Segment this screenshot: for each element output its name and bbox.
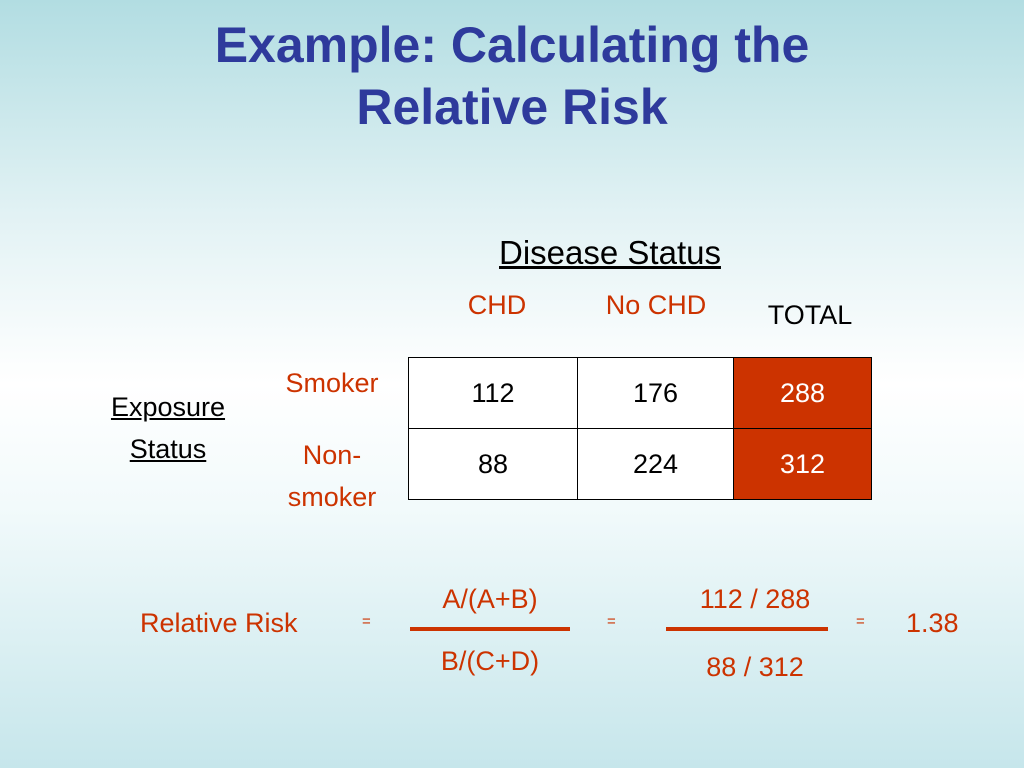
table-row-nonsmoker: 88 224 312 — [408, 428, 872, 500]
values-numerator: 112 / 288 — [699, 584, 811, 614]
exposure-line-1: Exposure — [110, 392, 226, 422]
values-denominator: 88 / 312 — [706, 652, 804, 682]
slide-title: Example: Calculating the Relative Risk — [0, 14, 1024, 138]
formula-denominator: B/(C+D) — [440, 646, 540, 676]
formula-numerator: A/(A+B) — [442, 584, 538, 614]
equals-sign-3: = — [856, 613, 865, 630]
equals-sign-2: = — [607, 613, 616, 630]
column-header-total: TOTAL — [767, 300, 853, 330]
title-line-1: Example: Calculating the — [214, 17, 810, 73]
fraction-bar-2 — [666, 627, 828, 631]
column-header-no-chd: No CHD — [605, 290, 707, 320]
title-line-2: Relative Risk — [356, 79, 668, 135]
cell-nonsmoker-no-chd: 224 — [577, 428, 734, 500]
exposure-status-label: Exposure Status — [80, 386, 256, 470]
row-header-nonsmoker: Non- smoker — [262, 434, 402, 518]
cell-smoker-no-chd: 176 — [577, 357, 734, 429]
contingency-table: 112 176 288 88 224 312 — [408, 357, 872, 500]
row-header-nonsmoker-line-1: Non- — [302, 440, 362, 470]
cell-nonsmoker-chd: 88 — [408, 428, 578, 500]
table-row-smoker: 112 176 288 — [408, 357, 872, 429]
row-header-smoker: Smoker — [285, 368, 379, 398]
cell-smoker-chd: 112 — [408, 357, 578, 429]
column-header-chd: CHD — [467, 290, 527, 320]
row-header-nonsmoker-line-2: smoker — [287, 482, 377, 512]
relative-risk-label: Relative Risk — [140, 608, 298, 638]
relative-risk-result: 1.38 — [906, 608, 959, 638]
equals-sign-1: = — [362, 613, 371, 630]
cell-smoker-total: 288 — [733, 357, 872, 429]
disease-status-header: Disease Status — [499, 234, 721, 271]
cell-nonsmoker-total: 312 — [733, 428, 872, 500]
fraction-bar-1 — [410, 627, 570, 631]
exposure-line-2: Status — [129, 434, 207, 464]
